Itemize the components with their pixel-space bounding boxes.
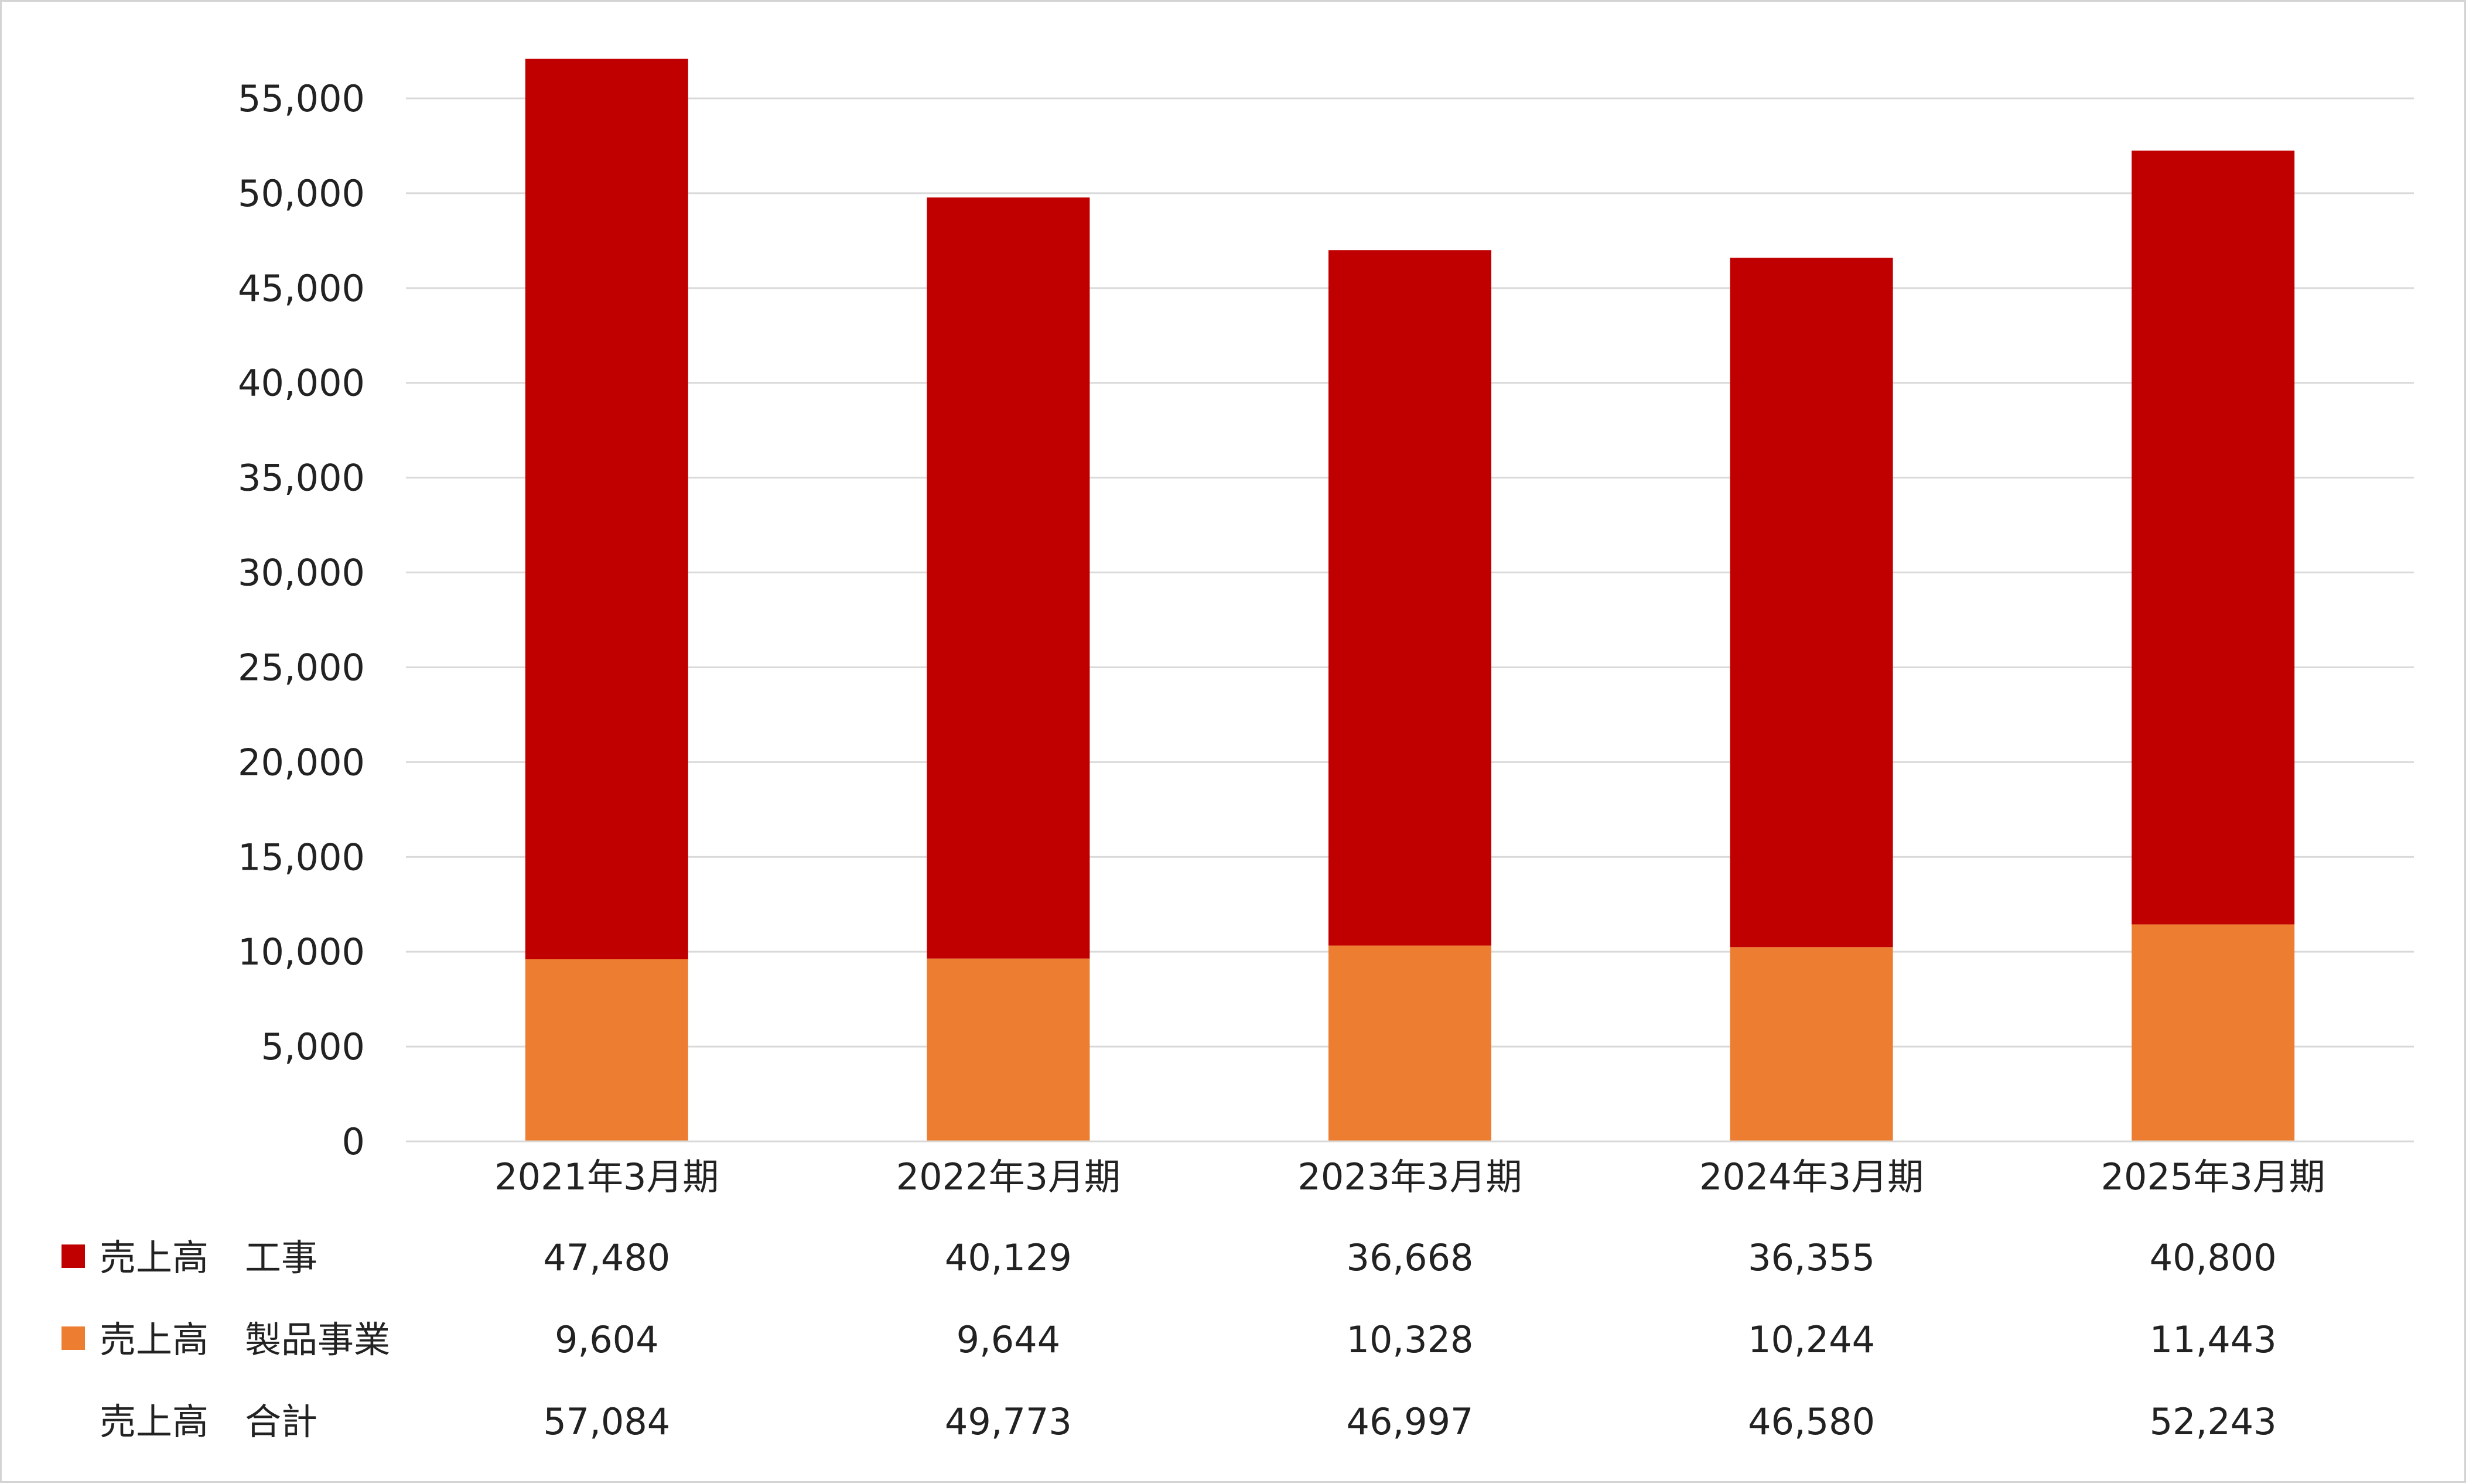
table-cell-value: 9,604 — [555, 1318, 659, 1361]
table-cell-value: 40,129 — [945, 1236, 1072, 1279]
bar-segment-products — [927, 958, 1090, 1141]
bar-segment-products — [1328, 945, 1491, 1141]
bars — [525, 59, 2295, 1141]
bar-segment-products — [525, 959, 688, 1141]
bar-segment-construction — [1328, 250, 1491, 946]
y-tick-label: 30,000 — [238, 552, 365, 594]
y-tick-label: 55,000 — [238, 77, 365, 120]
y-tick-label: 15,000 — [238, 836, 365, 878]
data-table: 売上高 工事 47,480 40,129 36,668 36,355 40,800 売上高 … — [62, 1236, 2277, 1443]
y-tick-label: 35,000 — [238, 457, 365, 500]
table-cell-value: 11,443 — [2150, 1318, 2277, 1361]
table-cell-value: 46,580 — [1748, 1400, 1875, 1443]
table-cell-value: 46,997 — [1347, 1400, 1474, 1443]
table-row-label: 売上高 合計 — [100, 1400, 317, 1443]
y-tick-label: 0 — [342, 1120, 365, 1163]
x-tick-label: 2023年3月期 — [1297, 1155, 1522, 1198]
table-cell-value: 36,355 — [1748, 1236, 1875, 1279]
table-row-label: 売上高 製品事業 — [100, 1318, 390, 1361]
table-cell-value: 36,668 — [1347, 1236, 1474, 1279]
x-tick-label: 2024年3月期 — [1699, 1155, 1924, 1198]
legend-marker — [62, 1326, 85, 1350]
x-axis-tick-labels: 2021年3月期 2022年3月期 2023年3月期 2024年3月期 2025年3月期 — [494, 1155, 2325, 1198]
table-cell-value: 9,644 — [957, 1318, 1061, 1361]
table-cell-value: 40,800 — [2150, 1236, 2277, 1279]
table-cell-value: 52,243 — [2150, 1400, 2277, 1443]
y-tick-label: 50,000 — [238, 172, 365, 215]
bar-segment-construction — [2132, 151, 2295, 925]
y-tick-label: 40,000 — [238, 362, 365, 405]
bar-segment-construction — [525, 59, 688, 960]
bar-segment-construction — [1730, 258, 1893, 948]
y-tick-label: 20,000 — [238, 741, 365, 784]
y-tick-label: 25,000 — [238, 646, 365, 689]
table-cell-value: 10,328 — [1347, 1318, 1474, 1361]
y-tick-label: 45,000 — [238, 267, 365, 310]
table-cell-value: 47,480 — [543, 1236, 670, 1279]
x-tick-label: 2022年3月期 — [896, 1155, 1121, 1198]
table-cell-value: 57,084 — [543, 1400, 670, 1443]
y-axis-tick-labels: 0 5,000 10,000 15,000 20,000 25,000 30,000 35,0… — [238, 77, 365, 1163]
x-tick-label: 2025年3月期 — [2101, 1155, 2325, 1198]
table-cell-value: 49,773 — [945, 1400, 1072, 1443]
bar-segment-construction — [927, 197, 1090, 959]
legend-marker — [62, 1244, 85, 1268]
x-tick-label: 2021年3月期 — [494, 1155, 719, 1198]
table-row-label: 売上高 工事 — [100, 1236, 317, 1279]
table-cell-value: 10,244 — [1748, 1318, 1875, 1361]
y-tick-label: 10,000 — [238, 931, 365, 973]
y-tick-label: 5,000 — [261, 1025, 366, 1068]
bar-segment-products — [1730, 947, 1893, 1141]
bar-segment-products — [2132, 924, 2295, 1141]
